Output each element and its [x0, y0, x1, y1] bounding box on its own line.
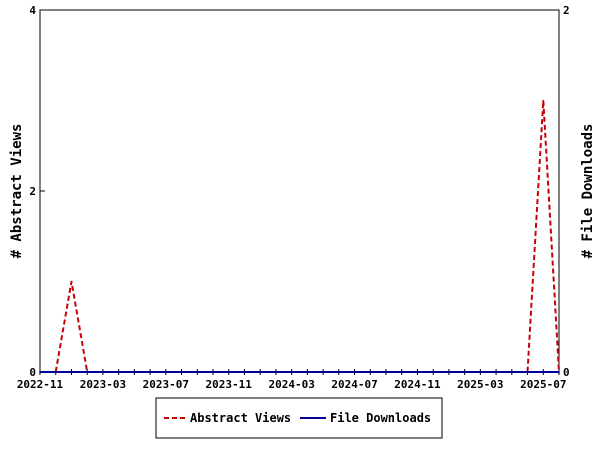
legend: Abstract Views File Downloads: [155, 397, 443, 439]
x-tick-label: 2024-11: [394, 378, 441, 391]
data-point: [290, 371, 293, 373]
data-point: [117, 371, 120, 373]
data-point: [448, 371, 450, 373]
plot-area: [39, 9, 560, 373]
y-left-tick-label: 4: [29, 4, 36, 17]
data-point: [243, 371, 246, 373]
data-point: [432, 371, 434, 373]
data-point: [385, 371, 387, 373]
data-point: [70, 371, 73, 373]
x-tick-label: 2024-07: [331, 378, 377, 391]
data-point: [180, 371, 183, 373]
y-left-axis-title: # Abstract Views: [9, 124, 25, 259]
data-point: [322, 371, 324, 373]
data-point: [70, 280, 73, 283]
data-point: [400, 371, 403, 373]
series-layer: [39, 99, 560, 373]
data-point: [558, 371, 560, 373]
legend-label-file-downloads: File Downloads: [330, 411, 431, 425]
data-point: [212, 371, 214, 373]
data-point: [259, 371, 261, 373]
x-tick-label: 2023-07: [143, 378, 189, 391]
y-right-tick-label: 0: [563, 366, 570, 379]
data-point: [306, 371, 309, 373]
data-point: [353, 371, 356, 373]
legend-box: [155, 397, 443, 439]
y-right-axis-title: # File Downloads: [580, 124, 596, 259]
data-point: [86, 371, 88, 373]
x-tick-label: 2025-03: [457, 378, 503, 391]
x-axis: 2022-11 2023-03 2023-07 2023-11 2024-03 2024-…: [17, 369, 566, 391]
data-point: [338, 371, 340, 373]
y-right-tick-label: 2: [563, 4, 570, 17]
data-point: [149, 371, 151, 373]
data-point: [526, 371, 529, 373]
data-point: [416, 371, 419, 373]
legend-label-abstract-views: Abstract Views: [190, 411, 291, 425]
data-point: [196, 371, 199, 373]
data-point: [542, 99, 545, 102]
y-left-tick-label: 0: [29, 366, 36, 379]
data-point: [54, 371, 57, 373]
x-tick-label: 2024-03: [268, 378, 314, 391]
data-point: [102, 371, 104, 373]
data-point: [165, 371, 167, 373]
data-point: [511, 371, 513, 373]
x-tick-label: 2023-03: [80, 378, 126, 391]
data-point: [275, 371, 277, 373]
x-tick-label: 2022-11: [17, 378, 64, 391]
data-point: [369, 371, 372, 373]
y-left-tick-label: 2: [29, 185, 36, 198]
data-point: [227, 371, 230, 373]
x-tick-label: 2025-07: [520, 378, 566, 391]
data-point: [463, 371, 466, 373]
data-point: [133, 371, 136, 373]
x-tick-label: 2023-11: [206, 378, 253, 391]
data-point: [495, 371, 497, 373]
data-point: [39, 371, 41, 373]
plot-frame: [39, 9, 560, 373]
data-point: [479, 371, 482, 373]
data-point: [542, 371, 545, 373]
